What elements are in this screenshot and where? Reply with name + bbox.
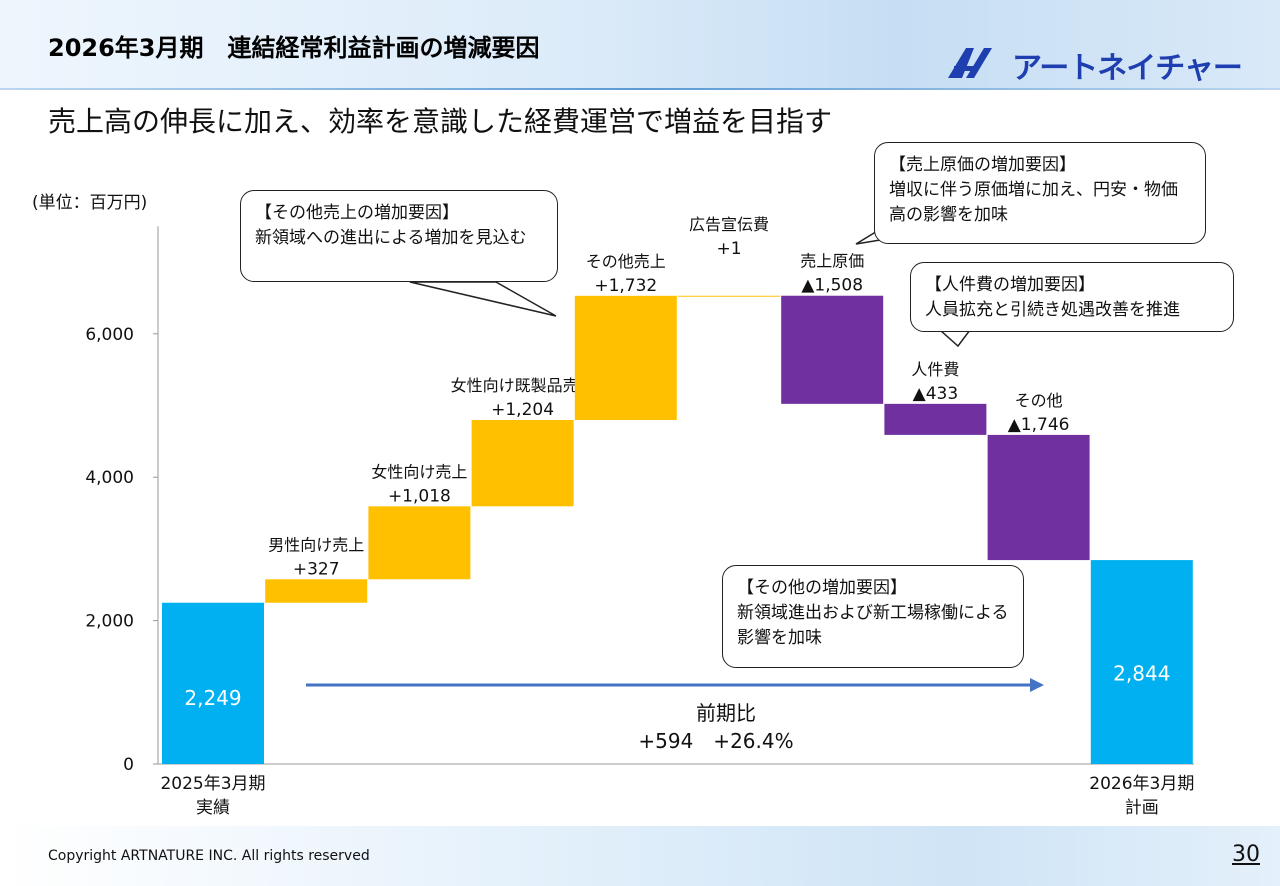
bar-value-label: +1,204 — [491, 400, 554, 420]
callout-other-sales-title: 【その他売上の増加要因】 — [255, 203, 459, 223]
comparison-title: 前期比 — [696, 701, 756, 725]
callout-cogs-title: 【売上原価の増加要因】 — [889, 155, 1076, 175]
bar-value-label: +1,732 — [594, 276, 657, 296]
callout-personnel: 【人件費の増加要因】 人員拡充と引続き処遇改善を推進 — [910, 262, 1234, 332]
x-category-label: 実績 — [196, 798, 230, 818]
bar-value-label: +1 — [716, 239, 741, 259]
slide-subtitle: 売上高の伸長に加え、効率を意識した経費運営で増益を目指す — [48, 105, 833, 138]
callout-personnel-tail — [938, 329, 972, 348]
callout-cogs: 【売上原価の増加要因】 増収に伴う原価増に加え、円安・物価高の影響を加味 — [874, 142, 1206, 244]
unit-label: (単位：百万円) — [32, 193, 148, 213]
y-tick-label: 0 — [123, 755, 134, 775]
waterfall-bar — [574, 295, 677, 420]
waterfall-bar — [1090, 560, 1193, 764]
brand-logo-text: アートネイチャー — [1012, 51, 1243, 86]
callout-personnel-title: 【人件費の増加要因】 — [925, 275, 1095, 295]
bar-category-label: 男性向け売上 — [268, 535, 364, 554]
callout-others-title: 【その他の増加要因】 — [737, 578, 907, 598]
y-tick-label: 6,000 — [85, 325, 134, 345]
y-tick-label: 2,000 — [85, 612, 134, 632]
bar-value-label: 2,844 — [1113, 661, 1170, 685]
comparison-value: +594 +26.4% — [638, 729, 793, 753]
waterfall-bar — [368, 506, 471, 580]
x-category-label: 計画 — [1125, 798, 1159, 818]
waterfall-bar — [884, 403, 987, 435]
bar-value-label: +1,018 — [388, 486, 451, 506]
bar-value-label: ▲1,508 — [801, 276, 863, 296]
header-divider — [0, 88, 1280, 90]
waterfall-bar — [678, 295, 780, 297]
bar-category-label: 売上原価 — [800, 252, 864, 271]
callout-cogs-body: 増収に伴う原価増に加え、円安・物価高の影響を加味 — [889, 180, 1178, 225]
bar-category-label: 人件費 — [911, 360, 959, 379]
bar-value-label: 2,249 — [184, 686, 241, 710]
slide-title: 2026年3月期 連結経常利益計画の増減要因 — [48, 34, 540, 62]
comparison-arrow-head — [1030, 678, 1044, 692]
waterfall-bar — [162, 602, 264, 764]
bar-category-label: 広告宣伝費 — [689, 215, 769, 234]
x-category-label: 2026年3月期 — [1089, 774, 1194, 794]
y-tick-label: 4,000 — [85, 468, 134, 488]
bar-category-label: 女性向け売上 — [371, 462, 467, 481]
callout-other-sales: 【その他売上の増加要因】 新領域への進出による増加を見込む — [240, 190, 558, 282]
callout-other-sales-tail — [409, 281, 557, 317]
waterfall-bar — [471, 419, 574, 507]
callout-other-sales-body: 新領域への進出による増加を見込む — [255, 228, 527, 248]
bar-value-label: +327 — [293, 559, 340, 579]
waterfall-bar — [987, 434, 1090, 561]
callout-others: 【その他の増加要因】 新領域進出および新工場稼働による影響を加味 — [722, 565, 1024, 668]
bar-category-label: その他 — [1015, 391, 1063, 410]
page-number: 30 — [1232, 842, 1260, 867]
bar-category-label: その他売上 — [586, 252, 666, 271]
waterfall-bar — [781, 295, 884, 404]
copyright-text: Copyright ARTNATURE INC. All rights rese… — [48, 848, 370, 864]
bar-value-label: ▲1,746 — [1008, 415, 1070, 435]
bar-value-label: ▲433 — [913, 384, 959, 404]
header-band — [0, 0, 1280, 90]
callout-others-body: 新領域進出および新工場稼働による影響を加味 — [737, 603, 1009, 648]
waterfall-bar — [265, 579, 368, 603]
callout-personnel-body: 人員拡充と引続き処遇改善を推進 — [925, 300, 1180, 320]
bar-category-label: 女性向け既製品売上 — [451, 376, 595, 395]
brand-logo-mark — [948, 48, 992, 78]
footer-band — [0, 826, 1280, 886]
x-category-label: 2025年3月期 — [160, 774, 265, 794]
